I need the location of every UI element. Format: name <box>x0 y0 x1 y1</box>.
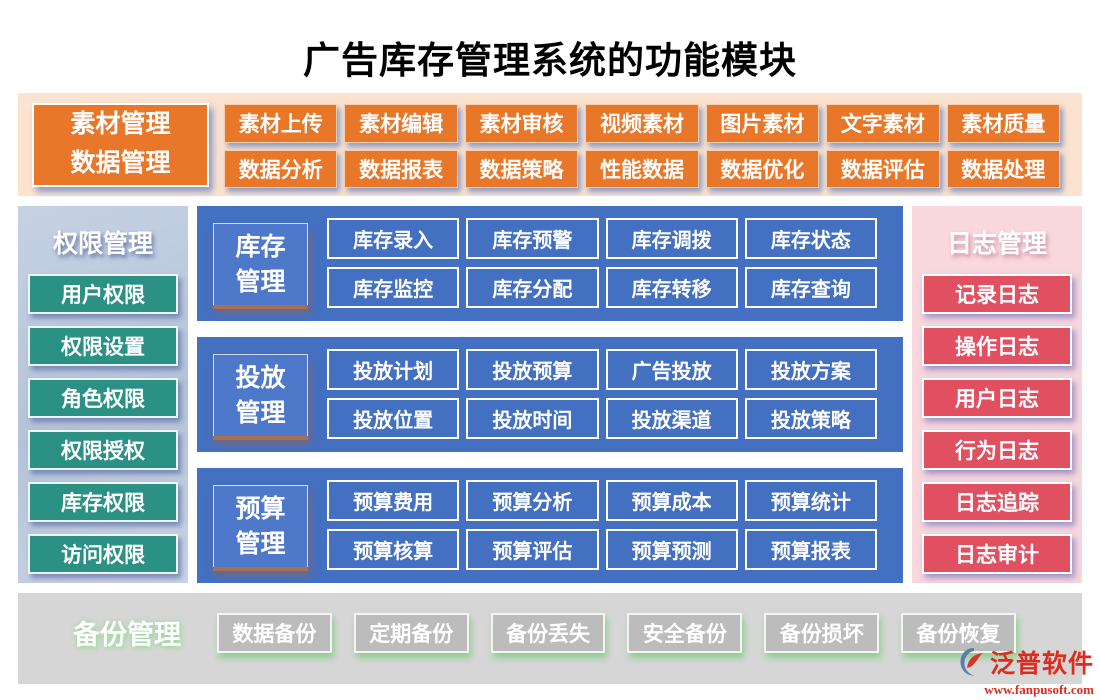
top-module-button[interactable]: 文字素材 <box>826 104 940 143</box>
backup-button[interactable]: 备份损坏 <box>764 613 880 653</box>
top-module-button[interactable]: 素材审核 <box>464 104 579 143</box>
panel-feature-button[interactable]: 投放位置 <box>327 398 460 439</box>
permission-button[interactable]: 用户权限 <box>28 274 178 314</box>
panel-feature-button[interactable]: 投放渠道 <box>605 398 738 439</box>
panel-feature-button[interactable]: 投放时间 <box>466 398 599 439</box>
module-panel-label: 库存 管理 <box>213 223 308 305</box>
panel-feature-button[interactable]: 预算核算 <box>327 529 460 570</box>
vendor-name: 泛普软件 <box>989 650 1094 678</box>
fanpu-logo-icon <box>959 647 989 681</box>
module-panel-grid: 预算费用 预算分析 预算成本 预算统计 预算核算 预算评估 预算预测 预算报表 <box>327 480 877 570</box>
permission-management-title: 权限管理 <box>52 231 153 258</box>
panel-feature-button[interactable]: 预算报表 <box>744 529 877 570</box>
module-panel-row: 预算核算 预算评估 预算预测 预算报表 <box>327 529 877 570</box>
panel-feature-button[interactable]: 投放方案 <box>744 349 877 390</box>
module-panel-label-line: 投放 <box>235 364 286 392</box>
panel-feature-button[interactable]: 预算分析 <box>466 480 599 521</box>
permission-button[interactable]: 角色权限 <box>28 378 178 418</box>
center-panels: 库存 管理 库存录入 库存预警 库存调拨 库存状态 库存监控 库存分配 库存转移 库存查询 投放 管理… <box>197 206 903 583</box>
panel-feature-button[interactable]: 库存状态 <box>744 218 877 259</box>
module-panel-label-line: 管理 <box>235 530 286 558</box>
top-module-button[interactable]: 素材上传 <box>224 104 338 143</box>
panel-feature-button[interactable]: 库存录入 <box>327 218 460 259</box>
permission-button[interactable]: 权限授权 <box>28 430 178 470</box>
material-management-label: 素材管理 <box>70 111 171 139</box>
top-module-button[interactable]: 素材编辑 <box>344 104 458 143</box>
panel-feature-button[interactable]: 投放计划 <box>327 349 460 390</box>
top-module-button[interactable]: 数据报表 <box>344 149 458 188</box>
log-button[interactable]: 行为日志 <box>922 430 1072 470</box>
panel-feature-button[interactable]: 预算费用 <box>327 480 460 521</box>
log-button[interactable]: 日志追踪 <box>922 482 1072 522</box>
material-data-management-label: 素材管理 数据管理 <box>32 103 209 187</box>
material-data-section: 素材管理 数据管理 素材上传 素材编辑 素材审核 视频素材 图片素材 文字素材 素材质量 数… <box>18 93 1082 196</box>
top-module-button[interactable]: 数据处理 <box>946 149 1060 188</box>
panel-feature-button[interactable]: 库存预警 <box>466 218 599 259</box>
permission-button[interactable]: 访问权限 <box>28 534 178 574</box>
top-module-button[interactable]: 视频素材 <box>585 104 699 143</box>
top-module-button[interactable]: 数据评估 <box>826 149 940 188</box>
data-button-row: 数据分析 数据报表 数据策略 性能数据 数据优化 数据评估 数据处理 <box>224 149 1060 188</box>
vendor-url[interactable]: www.fanpusoft.com <box>984 682 1094 697</box>
module-panel-label-line: 预算 <box>235 495 286 523</box>
material-data-buttons: 素材上传 素材编辑 素材审核 视频素材 图片素材 文字素材 素材质量 数据分析 数据报表 数据策… <box>224 104 1060 188</box>
panel-feature-button[interactable]: 预算统计 <box>744 480 877 521</box>
log-button[interactable]: 日志审计 <box>922 534 1072 574</box>
module-panel-row: 库存监控 库存分配 库存转移 库存查询 <box>327 267 877 308</box>
page-title: 广告库存管理系统的功能模块 <box>303 41 797 82</box>
module-panel: 投放 管理 投放计划 投放预算 广告投放 投放方案 投放位置 投放时间 投放渠道 投放策略 <box>197 337 903 452</box>
module-panel-row: 预算费用 预算分析 预算成本 预算统计 <box>327 480 877 521</box>
backup-button[interactable]: 数据备份 <box>217 613 332 653</box>
log-button-list: 记录日志操作日志用户日志行为日志日志追踪日志审计 <box>912 274 1082 574</box>
log-management-sidebar: 日志管理 记录日志操作日志用户日志行为日志日志追踪日志审计 <box>912 206 1082 583</box>
top-module-button[interactable]: 数据分析 <box>224 149 338 188</box>
module-panel-label-line: 库存 <box>235 233 286 261</box>
backup-management-title: 备份管理 <box>73 620 181 650</box>
permission-button[interactable]: 库存权限 <box>28 482 178 522</box>
module-panel-row: 投放位置 投放时间 投放渠道 投放策略 <box>327 398 877 439</box>
permission-button[interactable]: 权限设置 <box>28 326 178 366</box>
module-panel-row: 库存录入 库存预警 库存调拨 库存状态 <box>327 218 877 259</box>
top-module-button[interactable]: 图片素材 <box>705 104 820 143</box>
top-module-button[interactable]: 数据优化 <box>705 149 820 188</box>
module-panel-label: 投放 管理 <box>213 354 308 436</box>
module-panel-label-line: 管理 <box>235 268 286 296</box>
top-module-button[interactable]: 素材质量 <box>946 104 1060 143</box>
panel-feature-button[interactable]: 投放策略 <box>744 398 877 439</box>
module-panel-label-line: 管理 <box>235 399 286 427</box>
panel-feature-button[interactable]: 投放预算 <box>466 349 599 390</box>
panel-feature-button[interactable]: 预算评估 <box>466 529 599 570</box>
module-panel-label: 预算 管理 <box>213 485 308 567</box>
panel-feature-button[interactable]: 库存分配 <box>466 267 599 308</box>
module-panel-grid: 库存录入 库存预警 库存调拨 库存状态 库存监控 库存分配 库存转移 库存查询 <box>327 218 877 308</box>
panel-feature-button[interactable]: 预算预测 <box>605 529 738 570</box>
permission-management-sidebar: 权限管理 用户权限权限设置角色权限权限授权库存权限访问权限 <box>18 206 188 583</box>
material-button-row: 素材上传 素材编辑 素材审核 视频素材 图片素材 文字素材 素材质量 <box>224 104 1060 143</box>
backup-button[interactable]: 备份恢复 <box>901 613 1016 653</box>
top-module-button[interactable]: 数据策略 <box>464 149 579 188</box>
log-management-title: 日志管理 <box>946 231 1047 258</box>
backup-button[interactable]: 备份丢失 <box>490 613 606 653</box>
panel-feature-button[interactable]: 库存转移 <box>605 267 738 308</box>
log-button[interactable]: 操作日志 <box>922 326 1072 366</box>
permission-button-list: 用户权限权限设置角色权限权限授权库存权限访问权限 <box>18 274 188 574</box>
data-management-label: 数据管理 <box>70 150 171 177</box>
panel-feature-button[interactable]: 库存调拨 <box>605 218 738 259</box>
backup-button[interactable]: 定期备份 <box>353 613 469 653</box>
vendor-logo[interactable]: 泛普软件 www.fanpusoft.com <box>944 647 1094 696</box>
backup-button-list: 数据备份 定期备份 备份丢失 安全备份 备份损坏 备份恢复 <box>217 613 1016 653</box>
panel-feature-button[interactable]: 预算成本 <box>605 480 738 521</box>
log-button[interactable]: 记录日志 <box>922 274 1072 314</box>
module-panel-grid: 投放计划 投放预算 广告投放 投放方案 投放位置 投放时间 投放渠道 投放策略 <box>327 349 877 439</box>
top-module-button[interactable]: 性能数据 <box>585 149 699 188</box>
backup-management-section: 备份管理 数据备份 定期备份 备份丢失 安全备份 备份损坏 备份恢复 <box>18 593 1082 684</box>
log-button[interactable]: 用户日志 <box>922 378 1072 418</box>
panel-feature-button[interactable]: 库存查询 <box>744 267 877 308</box>
backup-button[interactable]: 安全备份 <box>627 613 743 653</box>
panel-feature-button[interactable]: 库存监控 <box>327 267 460 308</box>
module-panel: 预算 管理 预算费用 预算分析 预算成本 预算统计 预算核算 预算评估 预算预测 预算报表 <box>197 468 903 583</box>
module-panel-row: 投放计划 投放预算 广告投放 投放方案 <box>327 349 877 390</box>
module-panel: 库存 管理 库存录入 库存预警 库存调拨 库存状态 库存监控 库存分配 库存转移 库存查询 <box>197 206 903 321</box>
panel-feature-button[interactable]: 广告投放 <box>605 349 738 390</box>
